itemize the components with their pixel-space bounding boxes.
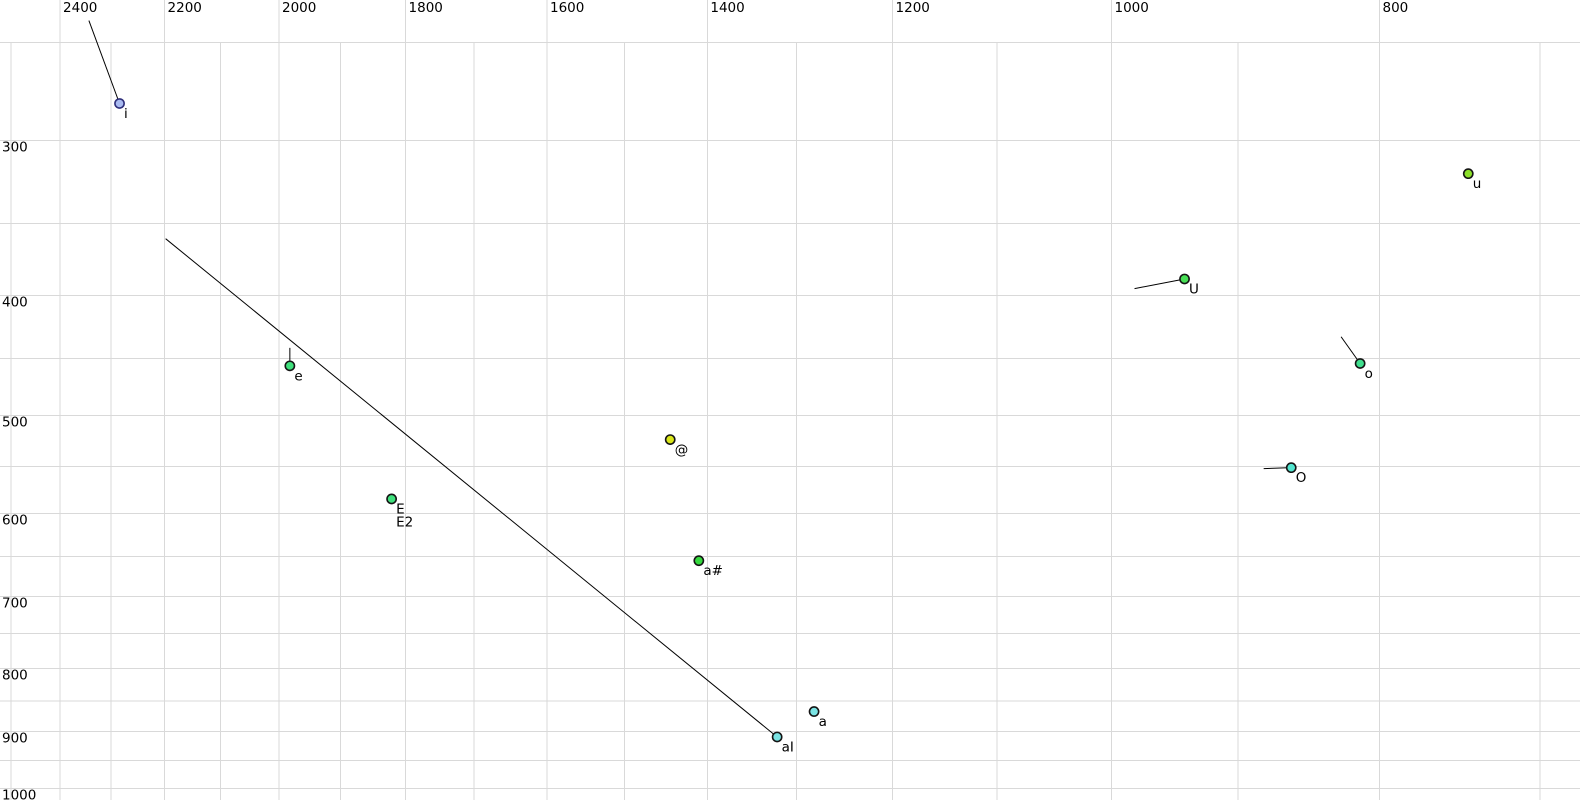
vowel-label-E: E	[396, 501, 405, 517]
x-axis-tick-label: 1400	[710, 0, 744, 16]
vowel-point-u[interactable]	[1462, 168, 1474, 180]
glide-line-i	[88, 20, 120, 104]
y-axis-tick-label: 700	[2, 595, 28, 611]
y-axis-tick-label: 400	[2, 294, 28, 310]
vowel-label-E2: E2	[396, 514, 413, 530]
x-axis-tick-label: 1200	[896, 0, 930, 16]
x-axis-tick-label: 1000	[1114, 0, 1148, 16]
vowel-point-e[interactable]	[284, 360, 296, 372]
x-axis-tick-label: 2200	[168, 0, 202, 16]
x-axis-tick-label: 1800	[409, 0, 443, 16]
vowel-point-E[interactable]	[386, 493, 398, 505]
vowel-point-@[interactable]	[664, 434, 676, 446]
y-axis-tick-label: 500	[2, 414, 28, 430]
vowel-point-o[interactable]	[1354, 358, 1366, 369]
x-axis-tick-label: 800	[1382, 0, 1408, 16]
vowel-point-a#[interactable]	[693, 555, 705, 567]
x-axis-tick-label: 2400	[63, 0, 97, 16]
vowel-label-a: a	[819, 714, 827, 730]
x-axis-tick-label: 1600	[550, 0, 584, 16]
glide-line-o	[1340, 336, 1361, 364]
vowel-point-aI[interactable]	[771, 731, 783, 743]
y-axis-tick-label: 800	[2, 667, 28, 683]
vowel-label-@: @	[675, 442, 689, 458]
y-axis-tick-label: 900	[2, 731, 28, 747]
glide-line-aI	[165, 238, 778, 738]
vowel-point-U[interactable]	[1179, 273, 1190, 285]
vowel-label-U: U	[1189, 281, 1199, 297]
vowel-point-O[interactable]	[1285, 462, 1297, 474]
y-axis-tick-label: 1000	[2, 787, 36, 800]
vowel-point-i[interactable]	[114, 98, 125, 109]
vowel-label-i: i	[124, 106, 128, 122]
vowel-label-aI: aI	[782, 739, 794, 755]
y-axis-tick-label: 300	[2, 140, 28, 156]
vowel-label-e: e	[294, 368, 302, 384]
vowel-label-a#: a#	[703, 563, 723, 579]
glide-line-U	[1134, 278, 1185, 290]
x-axis-tick-label: 2000	[282, 0, 316, 16]
vowel-label-u: u	[1473, 176, 1482, 192]
vowel-point-a[interactable]	[808, 706, 820, 717]
y-axis-tick-label: 600	[2, 512, 28, 528]
vowel-label-O: O	[1296, 470, 1307, 486]
vowel-label-o: o	[1365, 366, 1373, 382]
